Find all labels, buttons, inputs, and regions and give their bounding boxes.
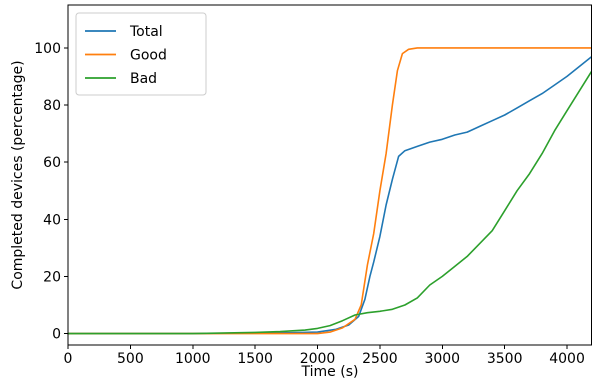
x-axis-ticks: 0 500 1000 1500 2000 2500 3000 3500 4000	[64, 345, 585, 367]
x-tick-label: 3000	[424, 351, 460, 367]
x-axis-label: Time (s)	[301, 364, 359, 380]
y-tick-label: 40	[43, 212, 61, 228]
y-axis-label: Completed devices (percentage)	[10, 60, 26, 289]
x-tick-label: 0	[64, 351, 73, 367]
y-tick-label: 20	[43, 269, 61, 285]
legend-label-good: Good	[130, 48, 167, 64]
y-axis-ticks: 0 20 40 60 80 100	[34, 41, 68, 343]
x-tick-label: 2500	[362, 351, 398, 367]
series-line-bad	[67, 69, 592, 335]
x-tick-label: 4000	[549, 351, 585, 367]
plot-area	[67, 4, 592, 346]
series-line-good	[67, 47, 592, 335]
legend-label-total: Total	[129, 24, 163, 40]
series-layer	[67, 47, 592, 335]
x-tick-label: 1000	[175, 351, 211, 367]
x-tick-label: 500	[117, 351, 144, 367]
y-tick-label: 80	[43, 98, 61, 114]
y-tick-label: 60	[43, 155, 61, 171]
y-tick-label: 0	[52, 327, 61, 343]
x-tick-label: 1500	[237, 351, 273, 367]
legend-items: Total Good Bad	[85, 24, 167, 87]
legend-label-bad: Bad	[130, 71, 157, 87]
series-line-total	[67, 55, 592, 335]
y-tick-label: 100	[34, 41, 61, 57]
legend: Total Good Bad	[75, 12, 207, 96]
x-tick-label: 2000	[300, 351, 336, 367]
legend-box	[75, 12, 207, 96]
x-tick-label: 3500	[487, 351, 523, 367]
